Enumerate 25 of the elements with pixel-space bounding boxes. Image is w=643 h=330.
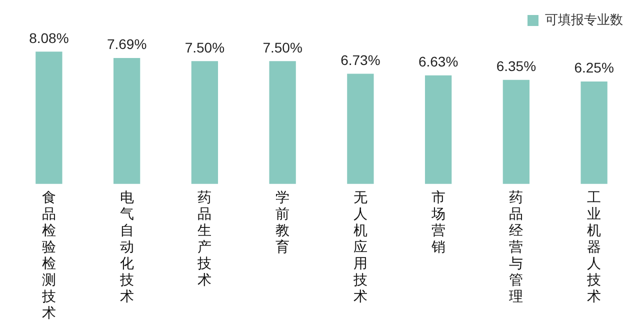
bar xyxy=(113,58,140,184)
bar xyxy=(36,52,62,184)
x-tick-label: 学前教育 xyxy=(276,188,290,255)
data-label: 7.50% xyxy=(184,39,225,56)
data-label: 7.50% xyxy=(262,39,302,56)
x-tick-label: 药品生产技术 xyxy=(196,188,212,288)
x-tick-label: 市场营销 xyxy=(430,188,446,255)
data-label: 6.25% xyxy=(574,60,614,76)
x-tick-label: 食品检验检测技术 xyxy=(40,188,56,321)
data-label: 7.69% xyxy=(106,36,147,52)
bar xyxy=(191,61,218,184)
bar xyxy=(424,75,452,184)
data-label: 6.73% xyxy=(340,52,380,68)
x-tick-label: 药品经营与管理 xyxy=(509,188,524,304)
x-tick-label: 电气自动化技术 xyxy=(118,188,134,304)
x-tick-label: 无人机应用技术 xyxy=(352,188,368,304)
bar xyxy=(580,82,608,184)
legend-label: 可填报专业数 xyxy=(545,12,623,28)
bar xyxy=(269,61,296,184)
data-label: 8.08% xyxy=(29,30,69,46)
bar xyxy=(347,74,374,184)
data-label: 6.63% xyxy=(418,54,458,70)
data-label: 6.35% xyxy=(496,58,536,74)
bar xyxy=(502,80,530,184)
x-tick-label: 工业机器人技术 xyxy=(586,188,602,304)
